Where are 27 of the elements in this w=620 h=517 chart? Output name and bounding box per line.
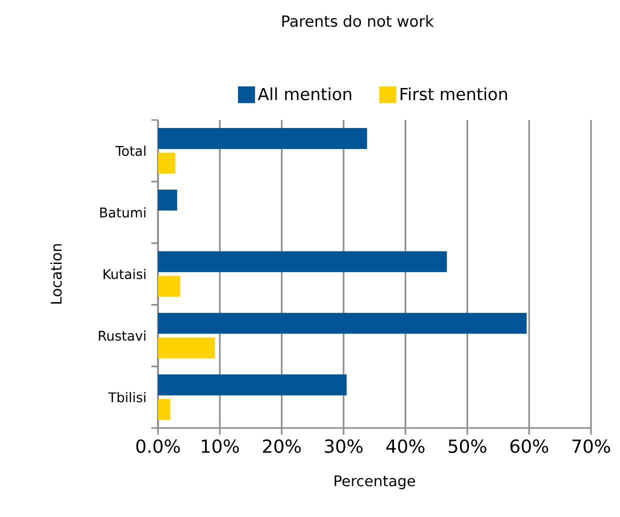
x-tick-label: 10%	[202, 439, 239, 453]
x-tick-label: 20%	[263, 439, 301, 453]
x-tick-label: 70%	[572, 439, 610, 453]
y-tick-label: Total	[115, 146, 146, 156]
bar	[158, 190, 178, 211]
y-axis-title: Location	[50, 244, 62, 304]
bar	[158, 152, 176, 174]
x-tick-label: 0.0%	[136, 439, 180, 453]
chart-title: Parents do not work	[282, 15, 434, 27]
x-tick-label: 50%	[448, 439, 486, 453]
bar	[158, 374, 347, 396]
bar	[158, 337, 215, 358]
y-tick-label: Rustavi	[98, 330, 146, 341]
x-axis-title: Percentage	[334, 475, 415, 490]
legend-label: First mention	[400, 87, 507, 100]
bar	[158, 276, 180, 297]
y-tick-label: Tbilisi	[108, 392, 146, 402]
y-tick-label: Batumi	[100, 207, 146, 218]
bar	[158, 312, 527, 334]
y-tick-label: Kutaisi	[104, 268, 146, 280]
x-tick-label: 30%	[324, 439, 363, 453]
bar	[158, 128, 368, 149]
legend-label: All mention	[258, 87, 352, 100]
x-tick-label: 40%	[386, 439, 424, 453]
bar	[158, 399, 170, 420]
x-tick-label: 60%	[510, 439, 548, 453]
bar	[158, 251, 447, 272]
